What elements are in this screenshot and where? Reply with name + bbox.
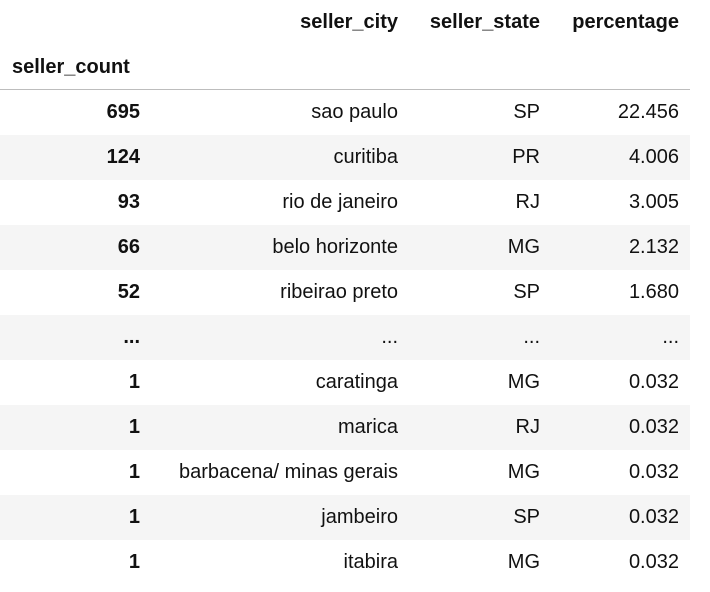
table-row: 1 itabira MG 0.032 <box>0 539 690 585</box>
cell-seller-state: RJ <box>515 415 540 438</box>
cell-seller-state: ... <box>523 325 540 348</box>
row-index-seller-count: 1 <box>128 460 140 483</box>
header-blank-cell <box>0 0 151 45</box>
column-names-row: seller_city seller_state percentage <box>0 0 690 45</box>
row-index-seller-count: 52 <box>117 280 140 303</box>
cell-percentage: 0.032 <box>628 460 679 483</box>
cell-seller-city: sao paulo <box>311 100 398 123</box>
cell-seller-city: caratinga <box>315 370 398 393</box>
cell-percentage: 2.132 <box>628 235 679 258</box>
row-index-seller-count: 124 <box>106 145 140 168</box>
cell-percentage: 1.680 <box>628 280 679 303</box>
index-row-blank-cell <box>151 45 409 90</box>
cell-percentage: 22.456 <box>617 100 679 123</box>
table-row: 1 barbacena/ minas gerais MG 0.032 <box>0 449 690 495</box>
cell-seller-state: PR <box>512 145 540 168</box>
cell-seller-state: SP <box>513 505 540 528</box>
cell-seller-state: SP <box>513 280 540 303</box>
cell-seller-city: itabira <box>343 550 398 573</box>
cell-seller-state: MG <box>507 370 540 393</box>
column-header-seller-state: seller_state <box>429 11 540 33</box>
index-name-header: seller_count <box>0 45 151 90</box>
cell-percentage: 3.005 <box>628 190 679 213</box>
table-row: 1 jambeiro SP 0.032 <box>0 494 690 540</box>
row-index-seller-count: 1 <box>128 415 140 438</box>
index-row-blank-cell <box>551 45 690 90</box>
row-index-seller-count: 1 <box>128 505 140 528</box>
cell-seller-city: curitiba <box>333 145 398 168</box>
cell-seller-city: ... <box>381 325 398 348</box>
dataframe-table: seller_city seller_state percentage sell… <box>0 0 690 585</box>
table-row: 1 marica RJ 0.032 <box>0 404 690 450</box>
cell-seller-city: ribeirao preto <box>280 280 398 303</box>
cell-percentage: 0.032 <box>628 370 679 393</box>
dataframe-output: seller_city seller_state percentage sell… <box>0 0 690 585</box>
cell-percentage: 4.006 <box>628 145 679 168</box>
cell-seller-city: belo horizonte <box>272 235 398 258</box>
column-header-percentage: percentage <box>572 11 679 33</box>
index-row-blank-cell <box>409 45 551 90</box>
index-name-row: seller_count <box>0 45 690 90</box>
cell-seller-city: rio de janeiro <box>282 190 398 213</box>
table-row: 93 rio de janeiro RJ 3.005 <box>0 179 690 225</box>
cell-seller-state: MG <box>507 550 540 573</box>
row-index-seller-count: 66 <box>117 235 140 258</box>
table-row: ............ <box>0 314 690 360</box>
table-row: 66 belo horizonte MG 2.132 <box>0 224 690 270</box>
cell-seller-state: MG <box>507 235 540 258</box>
cell-percentage: ... <box>662 325 679 348</box>
row-index-seller-count: 695 <box>106 100 140 123</box>
cell-seller-city: marica <box>337 415 398 438</box>
cell-percentage: 0.032 <box>628 550 679 573</box>
cell-seller-city: barbacena/ minas gerais <box>178 460 398 483</box>
row-index-seller-count: ... <box>123 325 140 348</box>
table-row: 52 ribeirao preto SP 1.680 <box>0 269 690 315</box>
table-row: 124 curitiba PR 4.006 <box>0 134 690 180</box>
cell-seller-state: MG <box>507 460 540 483</box>
row-index-seller-count: 1 <box>128 370 140 393</box>
cell-percentage: 0.032 <box>628 415 679 438</box>
table-header: seller_city seller_state percentage sell… <box>0 0 690 90</box>
row-index-seller-count: 1 <box>128 550 140 573</box>
table-body: 695 sao paulo SP 22.456 124 curitiba PR 4.006 93… <box>0 89 690 585</box>
column-header-seller-city: seller_city <box>300 11 398 33</box>
cell-percentage: 0.032 <box>628 505 679 528</box>
row-index-seller-count: 93 <box>117 190 140 213</box>
cell-seller-city: jambeiro <box>321 505 398 528</box>
table-row: 695 sao paulo SP 22.456 <box>0 89 690 135</box>
table-row: 1 caratinga MG 0.032 <box>0 359 690 405</box>
cell-seller-state: RJ <box>515 190 540 213</box>
cell-seller-state: SP <box>513 100 540 123</box>
